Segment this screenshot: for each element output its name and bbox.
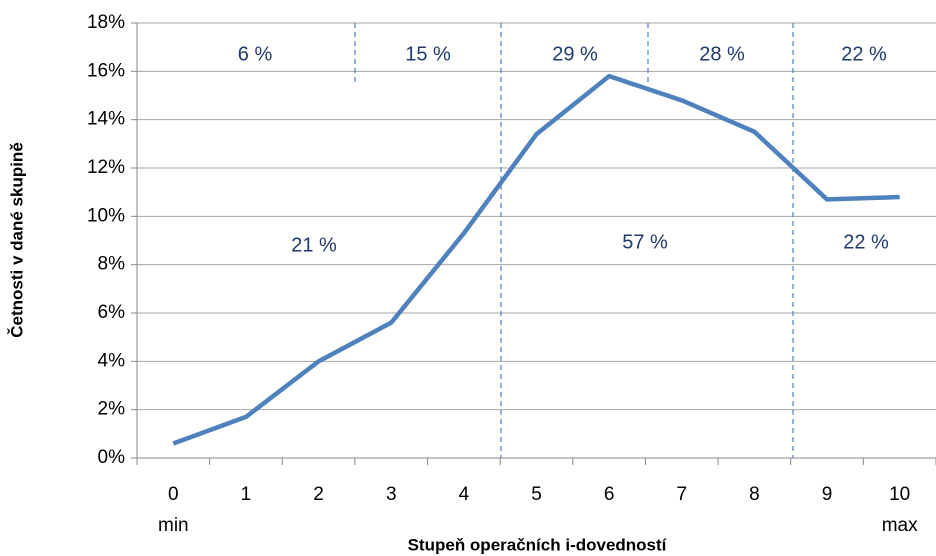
- x-tick-label: 9: [822, 484, 833, 505]
- line-series: [172, 73, 900, 446]
- x-tick-label: 0: [168, 484, 179, 505]
- x-end-label: min: [158, 515, 189, 536]
- x-axis-title: Stupeň operačních i-dovedností: [408, 535, 668, 554]
- y-tick-label: 6%: [98, 302, 126, 323]
- y-tick-label: 18%: [87, 12, 125, 33]
- x-tick-label: 4: [459, 484, 470, 505]
- grid: [137, 22, 936, 459]
- y-tick-label: 12%: [87, 157, 125, 178]
- x-tick-label: 10: [889, 484, 910, 505]
- x-tick-label: 3: [386, 484, 397, 505]
- y-tick-label: 14%: [87, 109, 125, 130]
- y-tick-label: 16%: [87, 60, 125, 81]
- annotation: 29 %: [552, 43, 598, 65]
- annotation: 21 %: [291, 234, 337, 256]
- y-axis-title: Četnosti v dané skupině: [7, 142, 26, 338]
- x-end-label: max: [882, 515, 918, 536]
- annotation: 28 %: [699, 43, 745, 65]
- annotation: 57 %: [622, 231, 668, 253]
- y-tick-label: 0%: [98, 447, 126, 468]
- x-tick-label: 2: [313, 484, 324, 505]
- x-tick-label: 1: [241, 484, 252, 505]
- x-tick-label: 5: [531, 484, 542, 505]
- annotation: 22 %: [843, 231, 889, 253]
- x-tick-label: 8: [749, 484, 760, 505]
- annotation: 6 %: [238, 43, 273, 65]
- y-tick-label: 10%: [87, 205, 125, 226]
- x-tick-label: 6: [604, 484, 615, 505]
- y-tick-label: 2%: [98, 399, 126, 420]
- annotation: 22 %: [841, 43, 887, 65]
- x-tick-label: 7: [676, 484, 687, 505]
- annotation: 15 %: [405, 43, 451, 65]
- y-tick-label: 4%: [98, 350, 126, 371]
- y-tick-label: 8%: [98, 254, 126, 275]
